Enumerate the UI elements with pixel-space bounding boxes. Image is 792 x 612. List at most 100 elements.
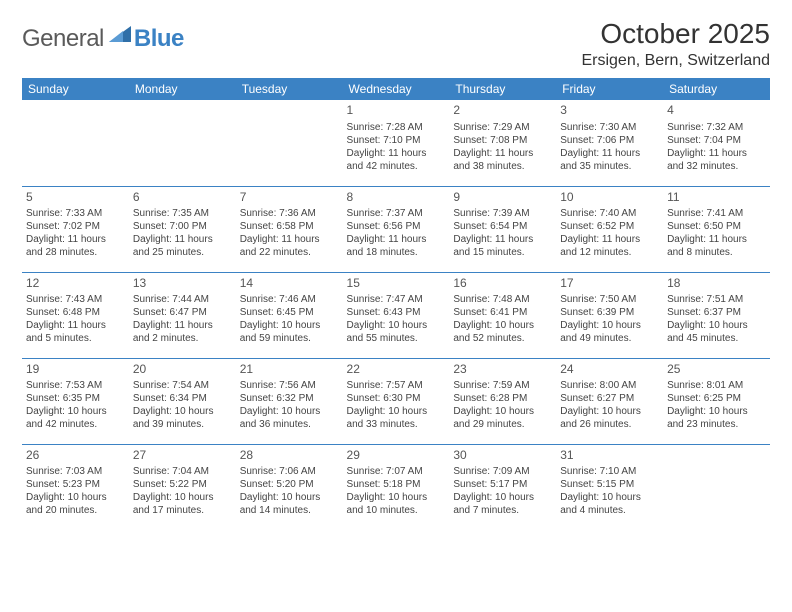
daylight-text: and 10 minutes. [347,504,446,517]
day-number: 4 [667,103,766,119]
sunrise-text: Sunrise: 7:36 AM [240,207,339,220]
sunset-text: Sunset: 6:52 PM [560,220,659,233]
daylight-text: Daylight: 11 hours [453,233,552,246]
sunrise-text: Sunrise: 7:39 AM [453,207,552,220]
calendar-day-cell: 25Sunrise: 8:01 AMSunset: 6:25 PMDayligh… [663,358,770,444]
day-header: Monday [129,78,236,100]
calendar-empty-cell [22,100,129,186]
calendar-day-cell: 5Sunrise: 7:33 AMSunset: 7:02 PMDaylight… [22,186,129,272]
calendar-day-cell: 1Sunrise: 7:28 AMSunset: 7:10 PMDaylight… [343,100,450,186]
calendar-empty-cell [663,444,770,530]
title-block: October 2025 Ersigen, Bern, Switzerland [581,18,770,70]
sunrise-text: Sunrise: 7:43 AM [26,293,125,306]
calendar-day-cell: 18Sunrise: 7:51 AMSunset: 6:37 PMDayligh… [663,272,770,358]
calendar-day-cell: 14Sunrise: 7:46 AMSunset: 6:45 PMDayligh… [236,272,343,358]
sunset-text: Sunset: 7:06 PM [560,134,659,147]
daylight-text: and 17 minutes. [133,504,232,517]
day-number: 17 [560,276,659,292]
calendar-day-cell: 22Sunrise: 7:57 AMSunset: 6:30 PMDayligh… [343,358,450,444]
calendar-day-cell: 20Sunrise: 7:54 AMSunset: 6:34 PMDayligh… [129,358,236,444]
sunset-text: Sunset: 6:30 PM [347,392,446,405]
calendar-week-row: 26Sunrise: 7:03 AMSunset: 5:23 PMDayligh… [22,444,770,530]
calendar-day-cell: 19Sunrise: 7:53 AMSunset: 6:35 PMDayligh… [22,358,129,444]
day-header: Friday [556,78,663,100]
sunrise-text: Sunrise: 7:41 AM [667,207,766,220]
daylight-text: Daylight: 10 hours [347,491,446,504]
day-number: 15 [347,276,446,292]
calendar-day-cell: 6Sunrise: 7:35 AMSunset: 7:00 PMDaylight… [129,186,236,272]
sunset-text: Sunset: 7:04 PM [667,134,766,147]
sunset-text: Sunset: 6:25 PM [667,392,766,405]
sunset-text: Sunset: 7:00 PM [133,220,232,233]
calendar-day-cell: 30Sunrise: 7:09 AMSunset: 5:17 PMDayligh… [449,444,556,530]
sunrise-text: Sunrise: 7:46 AM [240,293,339,306]
calendar-week-row: 12Sunrise: 7:43 AMSunset: 6:48 PMDayligh… [22,272,770,358]
calendar-day-cell: 11Sunrise: 7:41 AMSunset: 6:50 PMDayligh… [663,186,770,272]
daylight-text: and 29 minutes. [453,418,552,431]
sunset-text: Sunset: 6:27 PM [560,392,659,405]
sunset-text: Sunset: 6:32 PM [240,392,339,405]
sunrise-text: Sunrise: 7:57 AM [347,379,446,392]
daylight-text: Daylight: 10 hours [26,405,125,418]
sunrise-text: Sunrise: 7:54 AM [133,379,232,392]
sunset-text: Sunset: 6:39 PM [560,306,659,319]
daylight-text: Daylight: 10 hours [667,405,766,418]
sunrise-text: Sunrise: 7:07 AM [347,465,446,478]
day-number: 9 [453,190,552,206]
daylight-text: and 33 minutes. [347,418,446,431]
sunset-text: Sunset: 6:50 PM [667,220,766,233]
location-text: Ersigen, Bern, Switzerland [581,52,770,70]
daylight-text: and 32 minutes. [667,160,766,173]
daylight-text: and 36 minutes. [240,418,339,431]
daylight-text: Daylight: 11 hours [560,147,659,160]
daylight-text: and 42 minutes. [26,418,125,431]
day-number: 6 [133,190,232,206]
daylight-text: Daylight: 10 hours [240,405,339,418]
day-number: 16 [453,276,552,292]
sunrise-text: Sunrise: 7:32 AM [667,121,766,134]
sunrise-text: Sunrise: 7:10 AM [560,465,659,478]
logo-word1: General [22,25,104,53]
calendar-day-cell: 3Sunrise: 7:30 AMSunset: 7:06 PMDaylight… [556,100,663,186]
daylight-text: Daylight: 10 hours [560,491,659,504]
day-number: 7 [240,190,339,206]
day-header: Wednesday [343,78,450,100]
calendar-day-cell: 31Sunrise: 7:10 AMSunset: 5:15 PMDayligh… [556,444,663,530]
day-number: 5 [26,190,125,206]
daylight-text: Daylight: 11 hours [667,233,766,246]
calendar-empty-cell [236,100,343,186]
daylight-text: and 35 minutes. [560,160,659,173]
calendar-day-cell: 7Sunrise: 7:36 AMSunset: 6:58 PMDaylight… [236,186,343,272]
day-number: 28 [240,448,339,464]
sunset-text: Sunset: 6:45 PM [240,306,339,319]
daylight-text: Daylight: 10 hours [133,405,232,418]
sunset-text: Sunset: 6:37 PM [667,306,766,319]
daylight-text: Daylight: 10 hours [347,405,446,418]
day-header: Thursday [449,78,556,100]
daylight-text: Daylight: 10 hours [133,491,232,504]
daylight-text: Daylight: 10 hours [240,319,339,332]
sunset-text: Sunset: 6:47 PM [133,306,232,319]
daylight-text: and 59 minutes. [240,332,339,345]
sunset-text: Sunset: 6:41 PM [453,306,552,319]
logo-triangle-icon [109,24,131,44]
sunset-text: Sunset: 6:34 PM [133,392,232,405]
calendar-day-cell: 2Sunrise: 7:29 AMSunset: 7:08 PMDaylight… [449,100,556,186]
sunset-text: Sunset: 6:48 PM [26,306,125,319]
calendar-day-cell: 4Sunrise: 7:32 AMSunset: 7:04 PMDaylight… [663,100,770,186]
sunset-text: Sunset: 7:08 PM [453,134,552,147]
day-number: 8 [347,190,446,206]
daylight-text: and 12 minutes. [560,246,659,259]
page-title: October 2025 [581,18,770,50]
day-number: 29 [347,448,446,464]
day-number: 14 [240,276,339,292]
daylight-text: and 4 minutes. [560,504,659,517]
daylight-text: and 52 minutes. [453,332,552,345]
sunset-text: Sunset: 6:35 PM [26,392,125,405]
sunset-text: Sunset: 6:54 PM [453,220,552,233]
sunrise-text: Sunrise: 7:53 AM [26,379,125,392]
calendar-week-row: 19Sunrise: 7:53 AMSunset: 6:35 PMDayligh… [22,358,770,444]
daylight-text: Daylight: 11 hours [26,319,125,332]
daylight-text: Daylight: 10 hours [26,491,125,504]
logo-word2: Blue [134,25,184,53]
